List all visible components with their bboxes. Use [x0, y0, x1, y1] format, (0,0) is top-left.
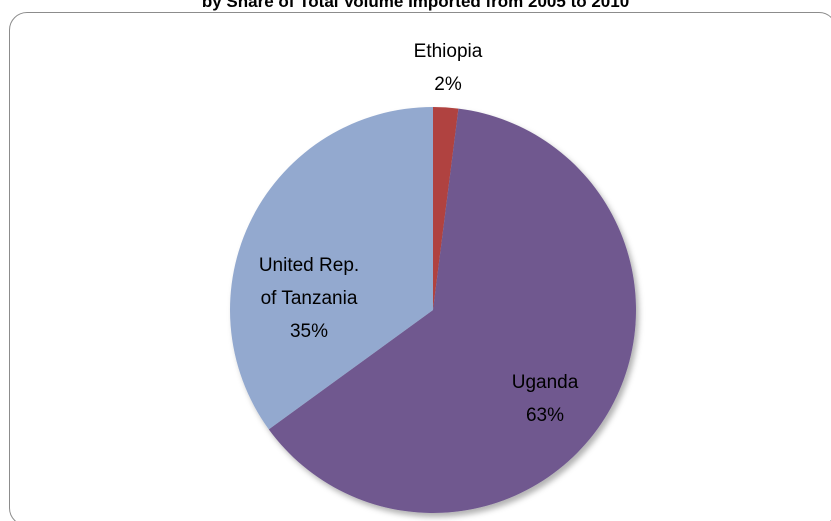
- slice-label-ethiopia-name: Ethiopia: [414, 41, 483, 62]
- pie-slice-ethiopia: [433, 107, 459, 310]
- slice-label-uganda-name: Uganda: [512, 372, 579, 393]
- slice-label-tanzania-percent: 35%: [290, 321, 328, 342]
- pie-slice-uganda: [268, 108, 637, 513]
- pie-slice-united-rep-of-tanzania: [230, 107, 433, 430]
- slice-label-ethiopia-percent: 2%: [434, 74, 462, 95]
- slice-label-tanzania-name-line2: of Tanzania: [261, 288, 358, 309]
- slice-label-tanzania-name-line1: United Rep.: [259, 255, 359, 276]
- chart-title: by Share of Total Volume Imported from 2…: [201, 0, 630, 11]
- pie-slices: [230, 107, 637, 513]
- slice-label-uganda-percent: 63%: [526, 405, 564, 426]
